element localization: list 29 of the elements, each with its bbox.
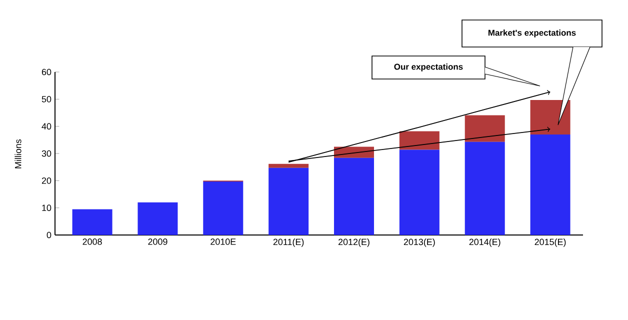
y-tick-label: 40: [42, 123, 52, 130]
bar: [268, 168, 309, 235]
bar: [464, 142, 505, 235]
text: Market's expectations: [488, 30, 576, 38]
bar: [399, 150, 440, 235]
y-tick-label: 0: [46, 232, 52, 238]
y-tick-label: 20: [42, 177, 52, 184]
text: Our expectations: [394, 64, 463, 72]
bar: [464, 115, 505, 142]
bar: [203, 181, 244, 235]
bar: [399, 131, 440, 150]
bar: [334, 158, 374, 235]
x-tick-label: 2010E: [210, 238, 236, 245]
y-tick-label: 60: [42, 68, 52, 76]
x-tick-label: 2015(E): [534, 238, 566, 247]
x-tick-label: 2011(E): [273, 238, 304, 247]
y-tick-label: 10: [42, 204, 52, 212]
bar: [530, 134, 570, 235]
x-tick-label: 2008: [82, 238, 102, 245]
x-tick-label: 2012(E): [338, 238, 370, 247]
bar: [138, 202, 178, 235]
x-tick-label: 2009: [148, 238, 168, 245]
bar: [72, 209, 112, 235]
y-tick-label: 50: [42, 96, 52, 102]
y-tick-label: 30: [42, 150, 52, 157]
x-tick-label: 2014(E): [469, 238, 500, 247]
x-tick-label: 2013(E): [404, 238, 435, 247]
y-axis-title: Millions: [14, 139, 22, 168]
bar: [268, 164, 309, 168]
